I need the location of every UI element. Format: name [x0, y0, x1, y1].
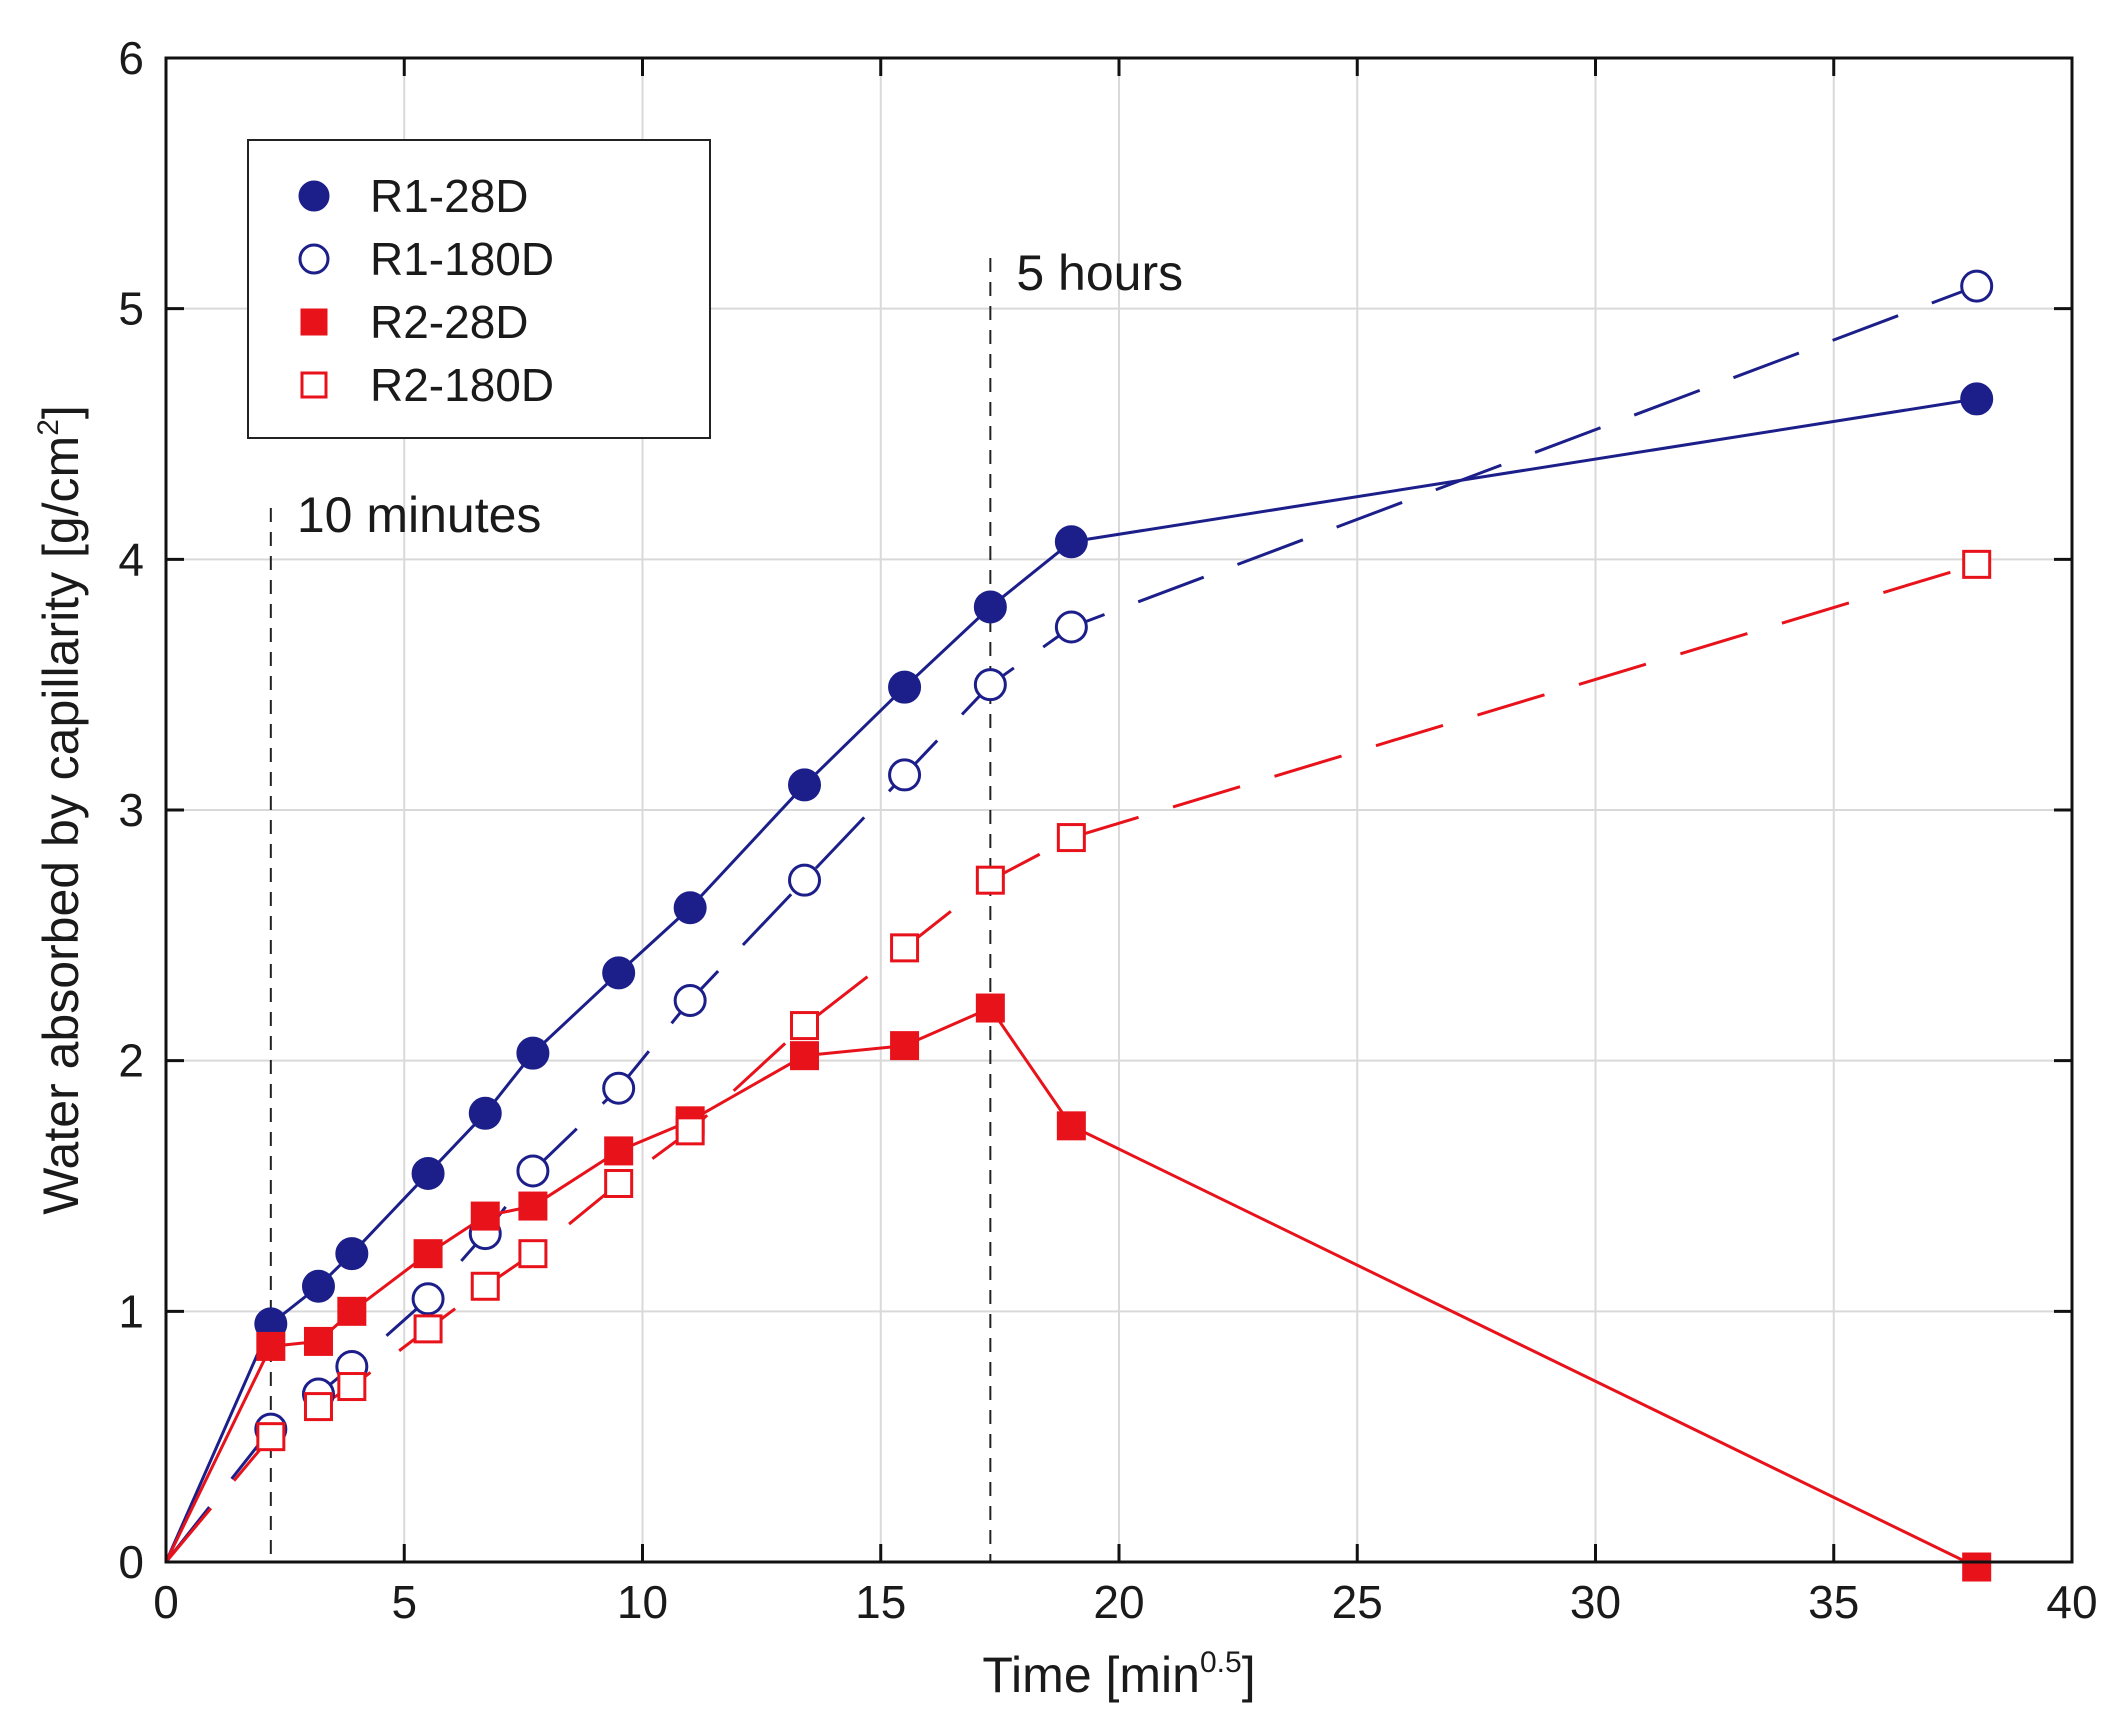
- legend-marker: [300, 371, 328, 399]
- legend: R1-28D R1-180D R2-28D R2-180D: [247, 139, 711, 439]
- point-r1-180d: [1054, 610, 1088, 644]
- x-tick-label: 10: [617, 1576, 668, 1628]
- point-r2-180d: [470, 1271, 500, 1301]
- x-tick-label: 15: [855, 1576, 906, 1628]
- point-r1-180d: [788, 863, 822, 897]
- legend-marker: [298, 243, 330, 275]
- point-r1-28d: [973, 590, 1007, 624]
- y-tick-label: 1: [118, 1285, 144, 1337]
- point-r2-180d: [303, 1392, 333, 1422]
- y-axis-title: Water absorbed by capillarity [g/cm2]: [32, 405, 89, 1215]
- point-r2-180d: [604, 1168, 634, 1198]
- legend-label: R2-180D: [370, 359, 554, 411]
- point-r1-28d: [468, 1096, 502, 1130]
- point-r1-28d: [301, 1269, 335, 1303]
- point-r1-28d: [788, 768, 822, 802]
- annotation-lines: [269, 258, 992, 1562]
- series-line-r1-28d: [164, 397, 1977, 1563]
- point-r2-28d: [604, 1136, 634, 1166]
- point-r1-28d: [888, 670, 922, 704]
- y-tick-label: 5: [118, 283, 144, 335]
- legend-marker: [298, 180, 330, 212]
- point-r1-180d: [888, 758, 922, 792]
- point-r1-28d: [602, 956, 636, 990]
- point-r2-28d: [256, 1331, 286, 1361]
- point-r1-180d: [1960, 269, 1994, 303]
- point-r2-28d: [790, 1041, 820, 1071]
- point-r1-28d: [673, 891, 707, 925]
- annotation-label: 5 hours: [1016, 245, 1183, 301]
- y-tick-label: 3: [118, 784, 144, 836]
- y-tick-label: 6: [118, 32, 144, 84]
- point-r2-28d: [413, 1239, 443, 1269]
- x-tick-label: 30: [1570, 1576, 1621, 1628]
- point-r2-28d: [975, 993, 1005, 1023]
- point-r2-180d: [890, 933, 920, 963]
- series-markers: [254, 269, 1994, 1582]
- point-r1-28d: [335, 1237, 369, 1271]
- x-tick-label: 40: [2046, 1576, 2097, 1628]
- point-r2-180d: [790, 1011, 820, 1041]
- x-tick-label: 5: [391, 1576, 417, 1628]
- x-tick-label: 35: [1808, 1576, 1859, 1628]
- point-r2-28d: [337, 1296, 367, 1326]
- y-tick-label: 4: [118, 533, 144, 585]
- point-r2-180d: [518, 1239, 548, 1269]
- point-r1-28d: [1054, 525, 1088, 559]
- series-lines: [164, 284, 1978, 1569]
- point-r1-180d: [516, 1154, 550, 1188]
- point-r2-180d: [1962, 549, 1992, 579]
- point-r1-28d: [411, 1156, 445, 1190]
- legend-label: R1-180D: [370, 233, 554, 285]
- x-axis-title: Time [min0.5]: [982, 1646, 1255, 1703]
- legend-label: R2-28D: [370, 296, 529, 348]
- point-r1-28d: [516, 1036, 550, 1070]
- series-line-r2-180d: [164, 562, 1978, 1563]
- point-r2-28d: [890, 1031, 920, 1061]
- point-r2-180d: [675, 1116, 705, 1146]
- point-r1-28d: [1960, 382, 1994, 416]
- legend-marker: [300, 308, 328, 336]
- point-r2-180d: [337, 1372, 367, 1402]
- x-tick-label: 25: [1332, 1576, 1383, 1628]
- point-r2-28d: [518, 1191, 548, 1221]
- point-r2-28d: [1962, 1552, 1992, 1582]
- point-r1-180d: [973, 668, 1007, 702]
- point-r2-180d: [975, 865, 1005, 895]
- x-tick-label: 0: [153, 1576, 179, 1628]
- point-r2-28d: [303, 1326, 333, 1356]
- point-r1-180d: [602, 1071, 636, 1105]
- point-r2-28d: [1056, 1111, 1086, 1141]
- point-r2-180d: [413, 1314, 443, 1344]
- axis-ticks: 0 5 10 15 20 25 30 35 40 0 1 2 3 4 5 6: [118, 32, 2097, 1628]
- annotations: 10 minutes 5 hours: [297, 245, 1183, 543]
- legend-label: R1-28D: [370, 170, 529, 222]
- y-tick-label: 2: [118, 1035, 144, 1087]
- y-tick-label: 0: [118, 1536, 144, 1588]
- x-tick-label: 20: [1093, 1576, 1144, 1628]
- point-r2-180d: [1056, 823, 1086, 853]
- annotation-label: 10 minutes: [297, 487, 542, 543]
- point-r2-28d: [470, 1201, 500, 1231]
- point-r1-180d: [411, 1282, 445, 1316]
- series-line-r1-180d: [164, 284, 1978, 1563]
- point-r2-180d: [256, 1422, 286, 1452]
- point-r1-180d: [673, 984, 707, 1018]
